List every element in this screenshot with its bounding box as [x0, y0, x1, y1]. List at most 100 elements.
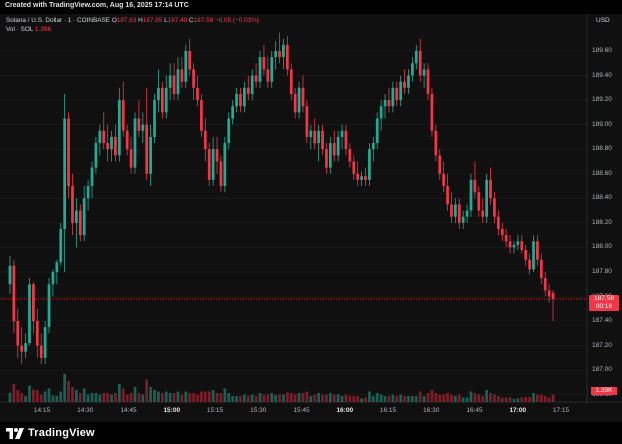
candle-body: [465, 210, 469, 217]
candle-body: [94, 143, 98, 168]
candle-body: [328, 143, 332, 168]
volume-bar: [196, 394, 199, 402]
volume-bar: [8, 392, 12, 402]
candle-body: [454, 204, 457, 217]
candle-body: [180, 69, 184, 82]
time-tick: 15:00: [163, 407, 181, 414]
candle-body: [184, 51, 188, 82]
legend-close-value: 187.58: [193, 17, 214, 24]
volume-bar: [160, 393, 164, 402]
volume-bar: [282, 394, 285, 402]
volume-bar: [231, 396, 235, 402]
volume-bar: [332, 394, 336, 402]
candle-body: [430, 93, 434, 131]
candle-body: [188, 51, 192, 70]
candlestick-chart[interactable]: [0, 0, 622, 404]
candle-body: [379, 106, 383, 119]
volume-bar: [180, 394, 184, 402]
candle-body: [235, 93, 238, 107]
volume-bar: [454, 396, 457, 402]
candle-body: [543, 278, 547, 291]
volume-bar: [207, 391, 211, 402]
candle-body: [481, 210, 485, 217]
tradingview-logo[interactable]: TradingView: [6, 427, 95, 439]
candle-body: [125, 130, 129, 150]
candle-body: [254, 75, 258, 82]
candle-body: [160, 87, 164, 113]
volume-bar: [407, 396, 410, 402]
volume-bar: [493, 394, 496, 402]
price-tick: 189.60: [592, 47, 612, 54]
volume-bar: [391, 394, 395, 402]
candle-body: [215, 149, 219, 162]
candle-body: [532, 241, 535, 270]
price-tick: 187.20: [592, 341, 612, 349]
candle-body: [59, 228, 63, 263]
volume-bar: [411, 396, 414, 402]
candle-body: [227, 118, 231, 144]
volume-bar: [211, 390, 215, 402]
time-tick: 14:15: [33, 407, 51, 414]
volume-bar: [504, 397, 508, 402]
volume-bar: [39, 394, 43, 402]
candle-body: [55, 262, 59, 272]
candle-body: [32, 284, 35, 322]
candle-body: [12, 265, 16, 322]
volume-bar: [43, 391, 47, 402]
volume-bar: [465, 397, 469, 402]
volume-bar: [20, 393, 24, 402]
volume-bar: [285, 392, 289, 402]
volume-bar: [469, 391, 473, 402]
candle-body: [411, 63, 414, 76]
volume-bar: [528, 396, 531, 402]
volume-bar: [176, 391, 180, 402]
candle-body: [35, 321, 39, 346]
symbol-legend[interactable]: Solana / U.S. Dollar · 1 · COINBASE O187…: [6, 17, 259, 24]
candle-body: [223, 143, 227, 187]
volume-bar: [47, 388, 51, 402]
volume-bar: [16, 390, 20, 402]
candle-body: [172, 75, 176, 94]
candle-body: [317, 130, 320, 144]
candle-body: [539, 259, 543, 279]
volume-bar: [520, 397, 524, 402]
candle-body: [149, 136, 152, 174]
candle-body: [422, 69, 426, 76]
candle-body: [20, 345, 24, 352]
time-tick: 16:00: [336, 407, 354, 414]
volume-bar: [360, 398, 363, 402]
candle-body: [16, 321, 20, 346]
candle-body: [387, 100, 391, 107]
currency-label[interactable]: USD: [596, 17, 610, 24]
price-tick: 188.80: [592, 145, 612, 153]
volume-bar: [137, 393, 141, 402]
candle-body: [282, 44, 285, 58]
top-bar: Created with TradingView.com, Aug 16, 20…: [0, 0, 622, 14]
volume-bar: [426, 393, 430, 402]
volume-bar: [164, 391, 168, 402]
candle-body: [145, 124, 149, 174]
candle-body: [176, 69, 180, 94]
price-tick: 189.20: [592, 96, 612, 104]
volume-bar: [67, 381, 70, 402]
symbol-name: Solana / U.S. Dollar · 1 · COINBASE: [6, 17, 111, 24]
price-tick: 188.00: [592, 243, 612, 251]
candle-body: [285, 44, 289, 70]
volume-legend[interactable]: Vol · SOL 1.39K: [6, 26, 52, 33]
candle-body: [477, 192, 481, 211]
volume-bar: [12, 384, 16, 402]
volume-bar: [301, 393, 305, 402]
volume-bar: [235, 396, 238, 402]
volume-bar: [446, 393, 449, 402]
volume-bar: [266, 394, 270, 402]
legend-change: −0.05 (−0.03%): [214, 17, 260, 24]
volume-badge: 1.39K: [591, 387, 617, 395]
volume-bar: [250, 394, 254, 402]
volume-bar: [395, 396, 399, 402]
chart-pane[interactable]: [0, 14, 622, 404]
legend-open-value: 187.63: [116, 17, 137, 24]
candle-body: [426, 69, 430, 94]
candle-body: [512, 244, 516, 248]
candle-body: [383, 100, 387, 107]
volume-bar: [543, 396, 547, 402]
